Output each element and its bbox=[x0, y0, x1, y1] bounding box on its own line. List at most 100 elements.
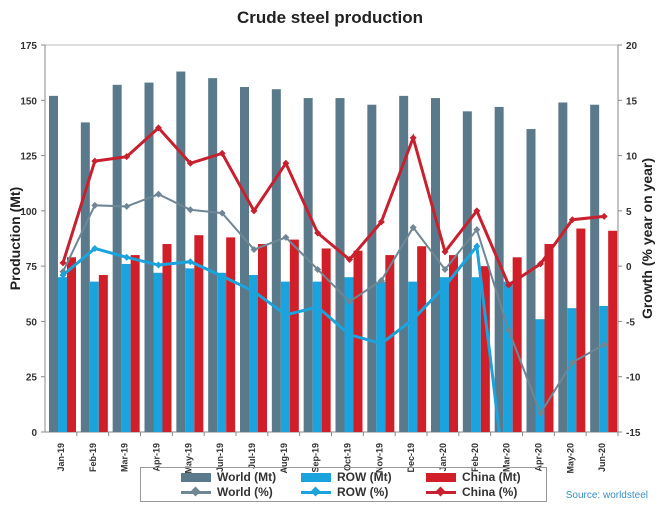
marker-china bbox=[91, 157, 99, 165]
legend-line-swatch bbox=[181, 486, 211, 496]
bar-row bbox=[185, 268, 195, 432]
marker-world bbox=[186, 206, 194, 214]
marker-row bbox=[250, 288, 258, 296]
x-tick-label: Aug-19 bbox=[279, 443, 289, 474]
y-tick-label: 0 bbox=[31, 428, 37, 439]
bar-china bbox=[194, 235, 204, 432]
bar-world bbox=[494, 106, 504, 433]
x-tick-label: May-19 bbox=[183, 443, 193, 474]
x-tick-label: Feb-20 bbox=[470, 443, 480, 472]
bar-china bbox=[226, 237, 236, 432]
bar-row bbox=[344, 277, 354, 432]
marker-world bbox=[282, 233, 290, 241]
y-tick-label: 175 bbox=[20, 41, 37, 52]
bar-china bbox=[67, 257, 76, 432]
marker-row bbox=[441, 282, 449, 290]
bar-china bbox=[162, 244, 172, 432]
legend-item: World (Mt) bbox=[181, 470, 276, 484]
y2-tick-label: -5 bbox=[626, 317, 635, 328]
bar-row bbox=[280, 281, 290, 432]
legend-item: China (%) bbox=[426, 485, 517, 499]
chart-title: Crude steel production bbox=[236, 8, 424, 27]
bar-row bbox=[471, 277, 481, 432]
x-tick-label: Mar-19 bbox=[120, 443, 130, 472]
marker-row bbox=[346, 331, 353, 339]
bar-china bbox=[258, 244, 267, 432]
marker-world bbox=[377, 277, 385, 285]
legend-bar-swatch bbox=[181, 472, 211, 482]
y2-tick-label: 15 bbox=[626, 96, 638, 107]
bar-world bbox=[335, 98, 345, 433]
bar-row bbox=[153, 272, 163, 432]
bar-row bbox=[535, 319, 545, 432]
y-tick-label: 100 bbox=[20, 207, 37, 218]
bar-china bbox=[130, 255, 140, 432]
marker-china bbox=[59, 259, 67, 267]
marker-world bbox=[537, 409, 544, 417]
marker-china bbox=[282, 159, 290, 167]
bar-row bbox=[599, 305, 609, 432]
bar-world bbox=[144, 82, 154, 432]
bar-row bbox=[121, 263, 131, 432]
y2-tick-label: -15 bbox=[626, 428, 641, 439]
bar-row bbox=[408, 281, 418, 432]
bar-china bbox=[353, 250, 363, 432]
y2-tick-label: 10 bbox=[626, 152, 638, 163]
y-tick-label: 25 bbox=[26, 373, 38, 384]
marker-row bbox=[91, 244, 99, 252]
bar-world bbox=[462, 111, 472, 432]
bar-world bbox=[80, 122, 90, 433]
marker-world bbox=[218, 209, 226, 217]
bar-china bbox=[385, 255, 395, 432]
marker-world bbox=[505, 326, 513, 334]
marker-world bbox=[250, 246, 258, 254]
marker-china bbox=[218, 149, 226, 157]
bar-row bbox=[249, 274, 258, 432]
bar-china bbox=[544, 244, 554, 432]
x-tick-label: May-20 bbox=[565, 443, 575, 474]
marker-row bbox=[314, 303, 322, 311]
marker-china bbox=[377, 218, 385, 226]
bar-world bbox=[112, 84, 122, 432]
marker-world bbox=[600, 341, 608, 349]
bar-china bbox=[480, 266, 490, 432]
bar-row bbox=[89, 281, 99, 432]
marker-china bbox=[409, 134, 417, 142]
marker-china bbox=[123, 153, 131, 161]
bar-china bbox=[449, 255, 458, 432]
bar-row bbox=[217, 272, 227, 432]
x-tick-label: Jan-19 bbox=[56, 443, 66, 472]
x-tick-label: Nov-19 bbox=[374, 443, 384, 473]
legend-label: ROW (%) bbox=[337, 485, 389, 499]
bar-china bbox=[289, 239, 299, 432]
y2-tick-label: 0 bbox=[626, 262, 632, 273]
y-axis-title: Production (Mt) bbox=[7, 187, 23, 290]
bar-world bbox=[49, 95, 58, 432]
marker-world bbox=[155, 190, 162, 198]
bar-china bbox=[576, 228, 586, 432]
marker-world bbox=[568, 358, 576, 366]
legend-item: World (%) bbox=[181, 485, 273, 499]
marker-china bbox=[155, 124, 162, 132]
y-tick-label: 150 bbox=[20, 96, 37, 107]
x-tick-label: Jun-19 bbox=[215, 443, 225, 472]
marker-row bbox=[282, 311, 290, 319]
marker-row bbox=[186, 258, 194, 266]
marker-row bbox=[59, 271, 67, 279]
legend-label: China (%) bbox=[462, 485, 518, 499]
marker-world bbox=[409, 223, 417, 231]
y2-tick-label: -10 bbox=[626, 373, 641, 384]
bar-world bbox=[240, 87, 249, 432]
bar-world bbox=[367, 104, 377, 433]
bar-row bbox=[440, 277, 449, 432]
marker-row bbox=[377, 340, 385, 348]
bar-world bbox=[271, 89, 281, 432]
bar-world bbox=[558, 102, 568, 433]
line-china bbox=[61, 125, 605, 288]
x-tick-label: Feb-19 bbox=[88, 443, 98, 472]
marker-world bbox=[91, 201, 99, 209]
bar-world bbox=[590, 104, 600, 433]
x-tick-label: Apr-19 bbox=[151, 443, 161, 472]
bar-world bbox=[176, 71, 186, 432]
